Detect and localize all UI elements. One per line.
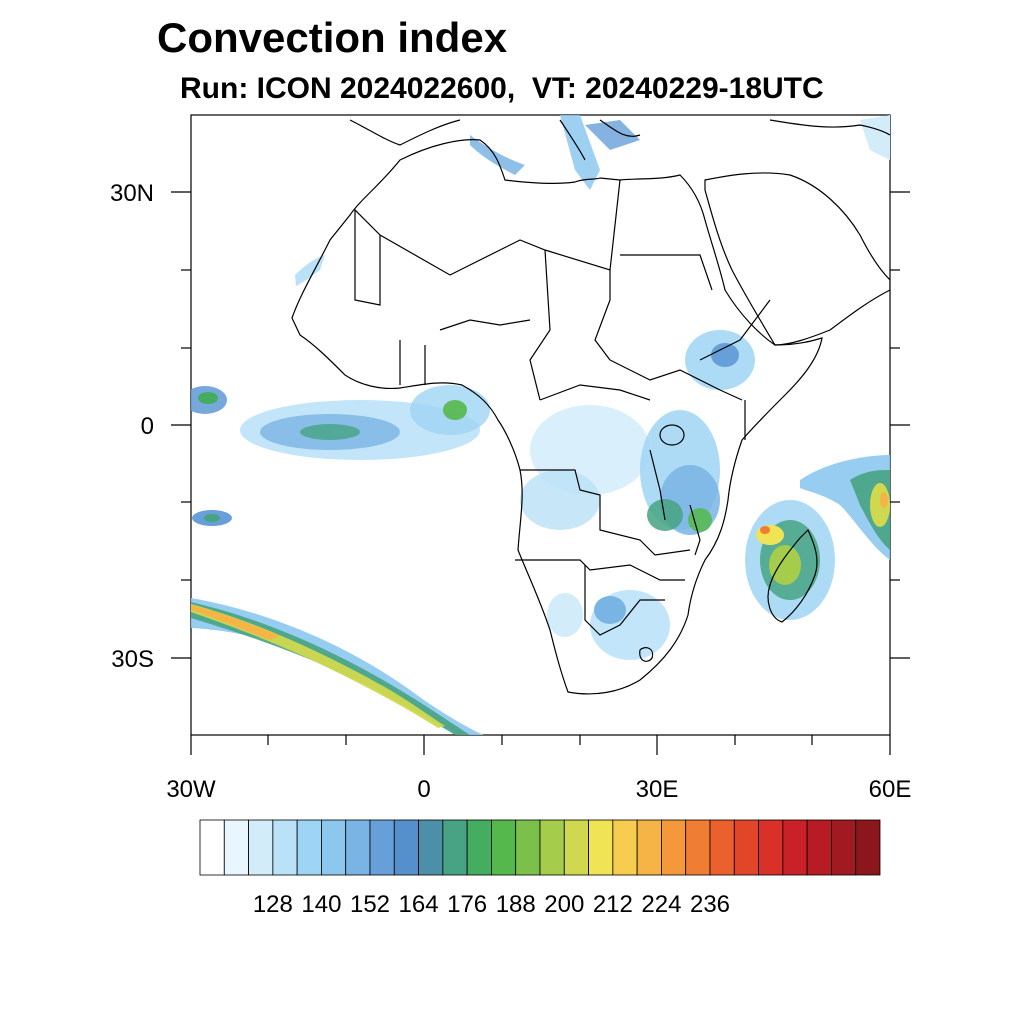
colorbar-box-24 (782, 819, 808, 876)
colorbar-box-6 (345, 819, 371, 876)
colorbar-label-8: 224 (641, 891, 681, 918)
lon-label-30e: 30E (636, 776, 679, 803)
lat-label-30s: 30S (111, 646, 154, 673)
colorbar-box-19 (661, 819, 687, 876)
colorbar-box-4 (296, 819, 322, 876)
colorbar-box-12 (491, 819, 517, 876)
colorbar-box-22 (733, 819, 759, 876)
colorbar-box-16 (588, 819, 614, 876)
colorbar-box-17 (612, 819, 638, 876)
colorbar-box-2 (248, 819, 274, 876)
colorbar-box-13 (515, 819, 541, 876)
colorbar-box-10 (442, 819, 468, 876)
map-title: Convection index (157, 14, 508, 61)
lon-label-30w: 30W (166, 776, 216, 803)
lon-label-60e: 60E (869, 776, 912, 803)
colorbar-box-0 (199, 819, 225, 876)
colorbar-box-14 (539, 819, 565, 876)
colorbar-label-7: 212 (593, 891, 633, 918)
colorbar-box-21 (709, 819, 735, 876)
colorbar-label-5: 188 (496, 891, 536, 918)
colorbar-box-11 (466, 819, 492, 876)
lat-label-30n: 30N (110, 180, 154, 207)
colorbar-box-3 (272, 819, 298, 876)
map-subtitle: Run: ICON 2024022600, VT: 20240229-18UTC (180, 72, 824, 105)
coastlines (291, 119, 890, 695)
colorbar-label-3: 164 (399, 891, 439, 918)
colorbar-label-6: 200 (544, 891, 584, 918)
colorbar-box-8 (393, 819, 419, 876)
colorbar-box-20 (685, 819, 711, 876)
tick-marks (171, 191, 910, 755)
colorbar-box-25 (806, 819, 832, 876)
lat-label-0: 0 (141, 413, 154, 440)
colorbar-box-9 (418, 819, 444, 876)
colorbar-label-0: 128 (253, 891, 293, 918)
colorbar-box-5 (321, 819, 347, 876)
colorbar-label-2: 152 (350, 891, 390, 918)
colorbar-label-4: 176 (447, 891, 487, 918)
colorbar (199, 819, 881, 876)
colorbar-box-23 (758, 819, 784, 876)
colorbar-box-18 (636, 819, 662, 876)
colorbar-label-1: 140 (301, 891, 341, 918)
colorbar-box-7 (369, 819, 395, 876)
lon-label-0: 0 (417, 776, 430, 803)
colorbar-box-1 (223, 819, 249, 876)
convection-field (191, 115, 890, 735)
colorbar-box-27 (855, 819, 881, 876)
colorbar-box-15 (563, 819, 589, 876)
colorbar-label-9: 236 (690, 891, 730, 918)
colorbar-box-26 (831, 819, 857, 876)
colorbar-labels: 128 140 152 164 176 188 200 212 224 236 (253, 891, 730, 918)
